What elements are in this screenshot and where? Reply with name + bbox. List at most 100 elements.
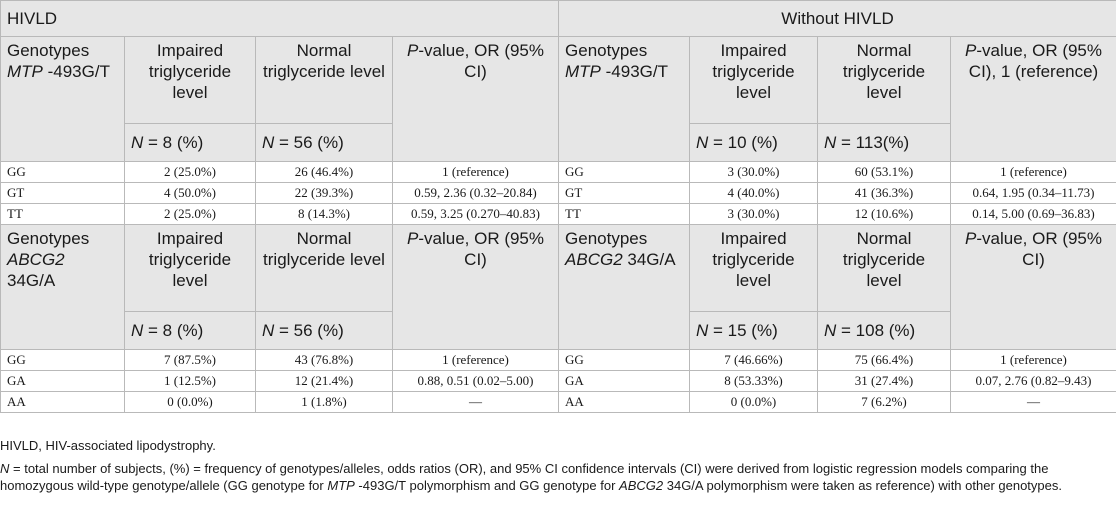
group-header-without-hivld: Without HIVLD: [558, 0, 1116, 37]
pvalue-cell: —: [391, 391, 560, 413]
group-header-hivld: HIVLD: [0, 0, 560, 37]
genotype-cell: AA: [0, 391, 125, 413]
n-italic: N: [0, 461, 10, 476]
pvalue-cell: 0.59, 2.36 (0.32–20.84): [391, 182, 560, 204]
method-note: N = total number of subjects, (%) = freq…: [0, 460, 1110, 494]
abcg2-pvalue-header-right: P-value, OR (95% CI): [950, 224, 1116, 350]
genotype-cell: GG: [0, 161, 125, 183]
p-italic: P: [965, 41, 977, 60]
genotype-cell: GT: [0, 182, 125, 204]
p-rest: -value, OR (95% CI), 1 (reference): [968, 41, 1103, 81]
n-italic: N: [262, 321, 275, 340]
pvalue-cell: 1 (reference): [391, 349, 560, 371]
p-rest: -value, OR (95% CI): [976, 229, 1103, 269]
mtp-genotype-header-left: Genotypes MTP -493G/T: [0, 36, 125, 162]
n-italic: N: [696, 321, 709, 340]
table-footnotes: HIVLD, HIV-associated lipodystrophy. N =…: [0, 437, 1110, 494]
impaired-cell: 0 (0.0%): [124, 391, 256, 413]
normal-cell: 41 (36.3%): [817, 182, 952, 204]
n-rest: = 8 (%): [143, 321, 204, 340]
normal-cell: 75 (66.4%): [817, 349, 952, 371]
pvalue-cell: 0.07, 2.76 (0.82–9.43): [950, 370, 1116, 392]
normal-cell: 22 (39.3%): [255, 182, 393, 204]
abcg2-impaired-header-right: Impaired triglyceride level: [689, 224, 819, 312]
mtp-pvalue-header-left: P-value, OR (95% CI): [391, 36, 560, 162]
gene-name: MTP: [327, 478, 355, 493]
impaired-cell: 7 (87.5%): [124, 349, 256, 371]
impaired-cell: 8 (53.33%): [689, 370, 819, 392]
table-row: TT 2 (25.0%) 8 (14.3%) 0.59, 3.25 (0.270…: [0, 203, 1116, 225]
table-row: AA 0 (0.0%) 1 (1.8%) — AA 0 (0.0%) 7 (6.…: [0, 391, 1116, 413]
table-row: GA 1 (12.5%) 12 (21.4%) 0.88, 0.51 (0.02…: [0, 370, 1116, 392]
impaired-cell: 2 (25.0%): [124, 161, 256, 183]
normal-cell: 60 (53.1%): [817, 161, 952, 183]
abcg2-n-row: N = 8 (%) N = 56 (%) N = 15 (%) N = 108 …: [1, 311, 1116, 350]
n-rest: = 113(%): [836, 133, 910, 152]
table-row: GG 7 (87.5%) 43 (76.8%) 1 (reference) GG…: [0, 349, 1116, 371]
abcg2-genotype-header-left: Genotypes ABCG2 34G/A: [0, 224, 125, 350]
impaired-cell: 4 (50.0%): [124, 182, 256, 204]
mtp-header-row: Genotypes MTP -493G/T Impaired triglycer…: [0, 36, 1116, 162]
mtp-normal-header-right: Normal triglyceride level: [817, 36, 952, 124]
n-italic: N: [131, 133, 144, 152]
n-italic: N: [824, 133, 837, 152]
mtp-n-normal-left: N = 56 (%): [255, 123, 393, 162]
normal-cell: 12 (10.6%): [817, 203, 952, 225]
pvalue-cell: 1 (reference): [950, 349, 1116, 371]
note-text: -493G/T polymorphism and GG genotype for: [354, 478, 620, 493]
genotype-label: Genotypes: [7, 41, 90, 60]
gene-name: ABCG2: [619, 478, 664, 493]
genotype-cell: TT: [558, 203, 691, 225]
impaired-cell: 2 (25.0%): [124, 203, 256, 225]
pvalue-cell: 0.64, 1.95 (0.34–11.73): [950, 182, 1116, 204]
impaired-cell: 0 (0.0%): [689, 391, 819, 413]
mtp-normal-header-left: Normal triglyceride level: [255, 36, 393, 124]
p-italic: P: [965, 229, 977, 248]
snp-name: -493G/T: [42, 62, 110, 81]
note-text: = total number of subjects, (%) = freque…: [0, 461, 1049, 493]
table-row: GG 2 (25.0%) 26 (46.4%) 1 (reference) GG…: [0, 161, 1116, 183]
pvalue-cell: 0.59, 3.25 (0.270–40.83): [391, 203, 560, 225]
group-header-row: HIVLD Without HIVLD: [0, 0, 1116, 37]
impaired-cell: 7 (46.66%): [689, 349, 819, 371]
normal-cell: 1 (1.8%): [255, 391, 393, 413]
genotype-cell: GA: [558, 370, 691, 392]
genotype-table: HIVLD Without HIVLD Genotypes MTP -493G/…: [0, 0, 1116, 413]
p-rest: -value, OR (95% CI): [418, 229, 545, 269]
pvalue-cell: 0.88, 0.51 (0.02–5.00): [391, 370, 560, 392]
p-italic: P: [407, 41, 419, 60]
n-italic: N: [696, 133, 709, 152]
mtp-impaired-header-left: Impaired triglyceride level: [124, 36, 256, 124]
pvalue-cell: 1 (reference): [950, 161, 1116, 183]
normal-cell: 7 (6.2%): [817, 391, 952, 413]
n-rest: = 56 (%): [274, 321, 344, 340]
normal-cell: 31 (27.4%): [817, 370, 952, 392]
abcg2-n-impaired-left: N = 8 (%): [124, 311, 256, 350]
p-italic: P: [407, 229, 419, 248]
mtp-n-normal-right: N = 113(%): [817, 123, 952, 162]
genotype-cell: GT: [558, 182, 691, 204]
impaired-cell: 3 (30.0%): [689, 161, 819, 183]
normal-cell: 12 (21.4%): [255, 370, 393, 392]
n-italic: N: [262, 133, 275, 152]
snp-name: -493G/T: [600, 62, 668, 81]
p-rest: -value, OR (95% CI): [418, 41, 545, 81]
genotype-cell: GG: [558, 349, 691, 371]
impaired-cell: 1 (12.5%): [124, 370, 256, 392]
note-text: 34G/A polymorphism were taken as referen…: [663, 478, 1062, 493]
abcg2-genotype-header-right: Genotypes ABCG2 34G/A: [558, 224, 691, 350]
mtp-n-impaired-right: N = 10 (%): [689, 123, 819, 162]
n-rest: = 8 (%): [143, 133, 204, 152]
abcg2-impaired-header-left: Impaired triglyceride level: [124, 224, 256, 312]
impaired-cell: 4 (40.0%): [689, 182, 819, 204]
normal-cell: 26 (46.4%): [255, 161, 393, 183]
abcg2-n-normal-left: N = 56 (%): [255, 311, 393, 350]
n-rest: = 15 (%): [708, 321, 778, 340]
snp-name: 34G/A: [622, 250, 676, 269]
genotype-cell: AA: [558, 391, 691, 413]
gene-name: MTP: [565, 62, 601, 81]
gene-name: ABCG2: [565, 250, 623, 269]
n-rest: = 108 (%): [836, 321, 916, 340]
abcg2-normal-header-left: Normal triglyceride level: [255, 224, 393, 312]
n-italic: N: [824, 321, 837, 340]
